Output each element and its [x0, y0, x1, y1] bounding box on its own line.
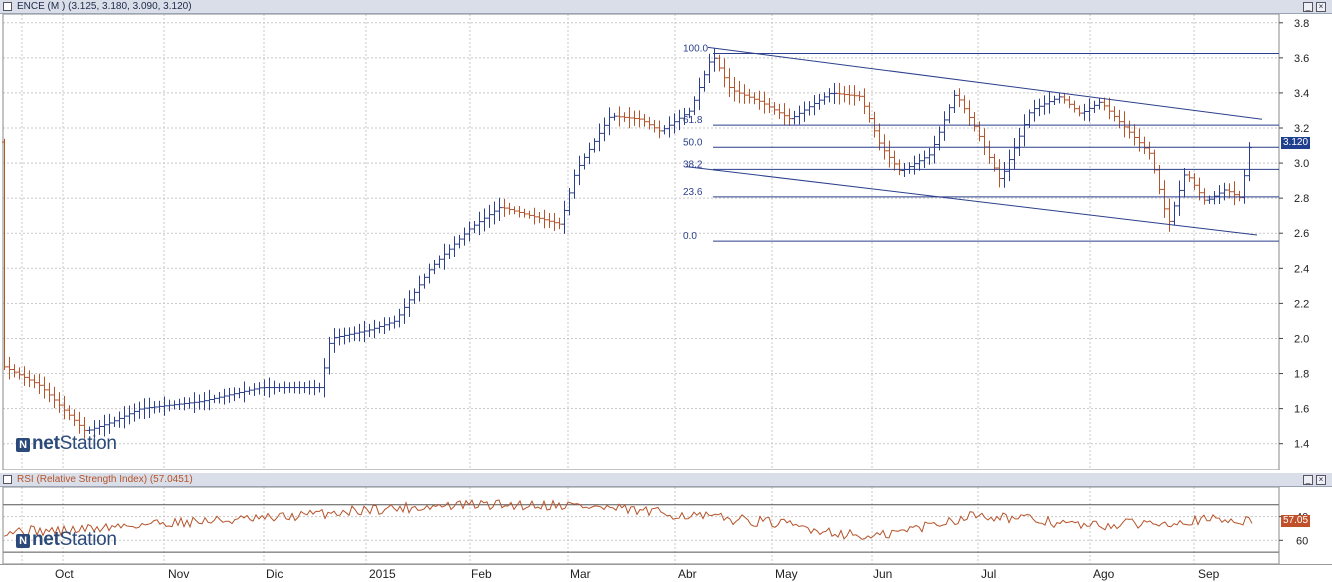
- x-label-sep: Sep: [1198, 567, 1220, 581]
- x-label-dic: Dic: [266, 567, 284, 581]
- y-tick-label: 2.2: [1294, 298, 1309, 310]
- y-tick-label: 1.8: [1294, 369, 1309, 381]
- x-label-abr: Abr: [678, 567, 697, 581]
- x-label-nov: Nov: [168, 567, 190, 581]
- y-tick-label: 1.6: [1294, 404, 1309, 416]
- date-axis: Oct Nov Dic 2015 Feb Mar Abr May Jun Jul…: [0, 564, 1332, 582]
- minimize-button[interactable]: _: [1303, 475, 1313, 485]
- y-tick-label: 3.8: [1294, 18, 1309, 30]
- y-tick-label: 3.6: [1294, 53, 1309, 65]
- fib-level-label: 0.0: [683, 231, 697, 242]
- y-tick-label: 2.0: [1294, 333, 1309, 345]
- y-tick-label: 60: [1296, 535, 1308, 547]
- price-panel-titlebar: ENCE (M ) (3.125, 3.180, 3.090, 3.120) _…: [0, 0, 1332, 14]
- y-tick-label: 1.4: [1294, 439, 1309, 451]
- y-tick-label: 3.4: [1294, 88, 1309, 100]
- plot-frame: [2, 487, 1280, 564]
- x-label-may: May: [775, 567, 798, 581]
- fib-level-label: 100.0: [683, 43, 708, 54]
- y-tick-label: 3.0: [1294, 158, 1309, 170]
- rsi-value-badge: 57.05: [1281, 515, 1311, 527]
- netstation-logo-icon: N: [16, 438, 30, 452]
- rsi-panel-titlebar: RSI (Relative Strength Index) (57.0451) …: [0, 473, 1332, 487]
- rsi-panel-title: RSI (Relative Strength Index) (57.0451): [17, 474, 193, 485]
- fib-level-label: 61.8: [683, 115, 703, 126]
- rsi-panel: RSI (Relative Strength Index) (57.0451) …: [0, 473, 1332, 564]
- x-label-mar: Mar: [570, 567, 591, 581]
- plot-frame: [2, 14, 1280, 470]
- rsi-line: [3, 499, 1253, 540]
- x-label-oct: Oct: [55, 567, 74, 581]
- y-tick-label: 3.2: [1294, 123, 1309, 135]
- netstation-logo-icon: N: [16, 534, 30, 548]
- channel-upper-line: [707, 46, 1263, 120]
- x-label-feb: Feb: [471, 567, 492, 581]
- y-tick-label: 2.4: [1294, 263, 1309, 275]
- x-label-2015: 2015: [369, 567, 396, 581]
- fib-level-label: 38.2: [683, 159, 703, 170]
- x-label-jun: Jun: [873, 567, 893, 581]
- price-chart[interactable]: 1.4 1.6 1.8 2.0 2.2 2.4 2.6 2.8 3.0 3.2 3.4 3.6 3.8 1…: [0, 14, 1332, 470]
- minimize-button[interactable]: _: [1303, 2, 1313, 12]
- close-button[interactable]: ×: [1316, 2, 1326, 12]
- fib-level-label: 23.6: [683, 187, 703, 198]
- channel-lower-line: [685, 166, 1258, 236]
- rsi-chart[interactable]: 6040: [0, 487, 1332, 564]
- window-icon: [3, 2, 12, 11]
- fib-level-label: 50.0: [683, 137, 703, 148]
- x-label-jul: Jul: [981, 567, 997, 581]
- last-price-badge: 3.120: [1281, 137, 1311, 149]
- price-panel-title: ENCE (M ) (3.125, 3.180, 3.090, 3.120): [17, 1, 192, 12]
- price-panel: ENCE (M ) (3.125, 3.180, 3.090, 3.120) _…: [0, 0, 1332, 470]
- y-tick-label: 2.6: [1294, 228, 1309, 240]
- y-tick-label: 2.8: [1294, 193, 1309, 205]
- close-button[interactable]: ×: [1316, 475, 1326, 485]
- window-icon: [3, 475, 12, 484]
- x-label-ago: Ago: [1093, 567, 1115, 581]
